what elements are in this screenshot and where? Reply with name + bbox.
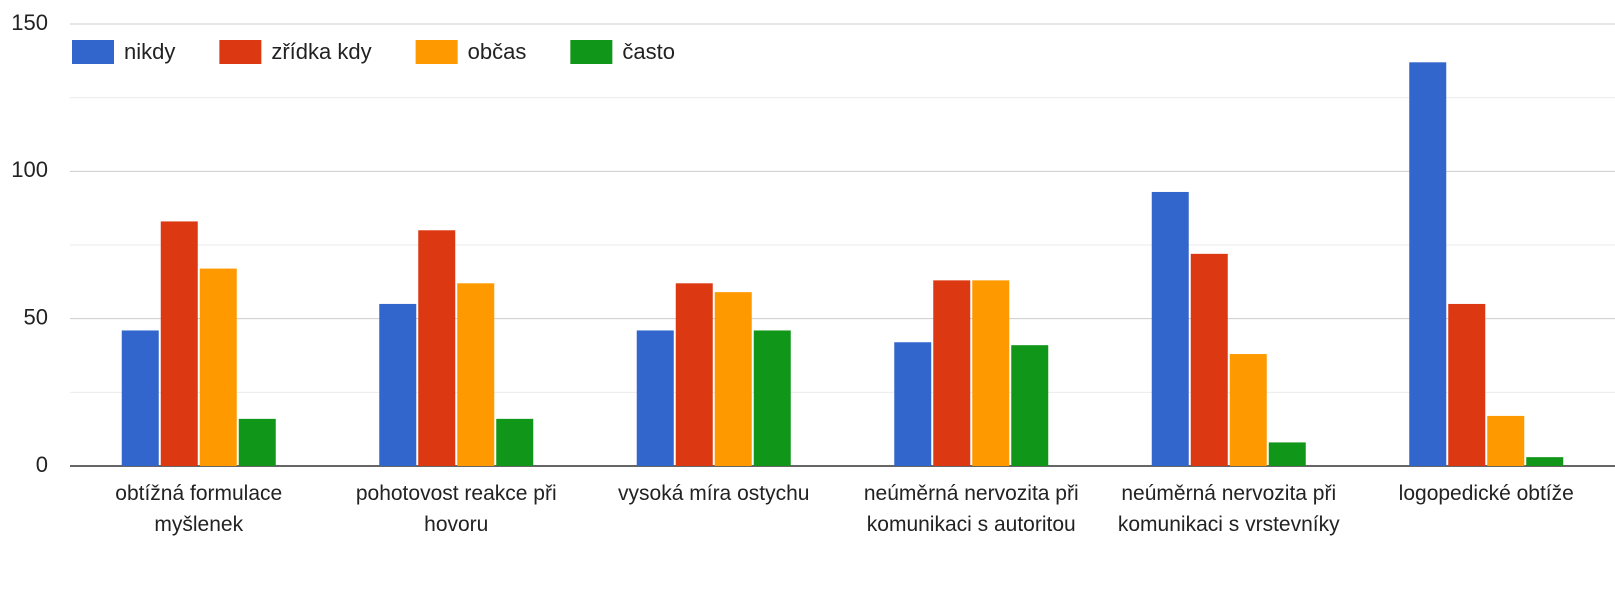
bar [379,303,417,466]
y-tick-label: 50 [24,304,48,329]
bar [714,292,752,466]
legend-label: zřídka kdy [271,39,371,64]
x-tick-label: logopedické obtíže [1398,482,1574,505]
y-tick-label: 150 [11,10,48,35]
legend-swatch [570,40,613,64]
bar [1268,442,1306,466]
y-tick-label: 100 [11,157,48,182]
legend-label: nikdy [124,39,175,64]
bar [1487,415,1525,466]
x-tick-label: neúměrná nervozita při komunikaci s auto… [863,482,1079,536]
bar [1190,253,1228,466]
bar [121,330,159,466]
y-tick-label: 0 [36,452,48,477]
bar [418,230,456,466]
bar [1409,62,1447,466]
bar [894,342,932,466]
legend-label: často [622,39,675,64]
legend-swatch [415,40,458,64]
bar [1011,345,1049,466]
bar [933,280,971,466]
bar [1526,457,1564,466]
legend-swatch [219,40,262,64]
x-tick-label: neúměrná nervozita při komunikaci s vrst… [1117,482,1340,536]
bar [972,280,1010,466]
bar [457,283,495,466]
bar [160,221,198,466]
bar [675,283,713,466]
bar [636,330,674,466]
bar [238,418,276,466]
bar [1151,191,1189,466]
x-tick-label: vysoká míra ostychu [618,482,810,505]
legend-swatch [72,40,114,64]
bar [1448,303,1486,466]
bar [1229,354,1267,466]
x-tick-label: obtížná formulace myšlenek [115,482,283,536]
bar [199,268,237,466]
legend-label: občas [468,39,527,64]
bar [753,330,791,466]
bar [496,418,534,466]
x-tick-label: pohotovost reakce při hovoru [355,482,557,536]
